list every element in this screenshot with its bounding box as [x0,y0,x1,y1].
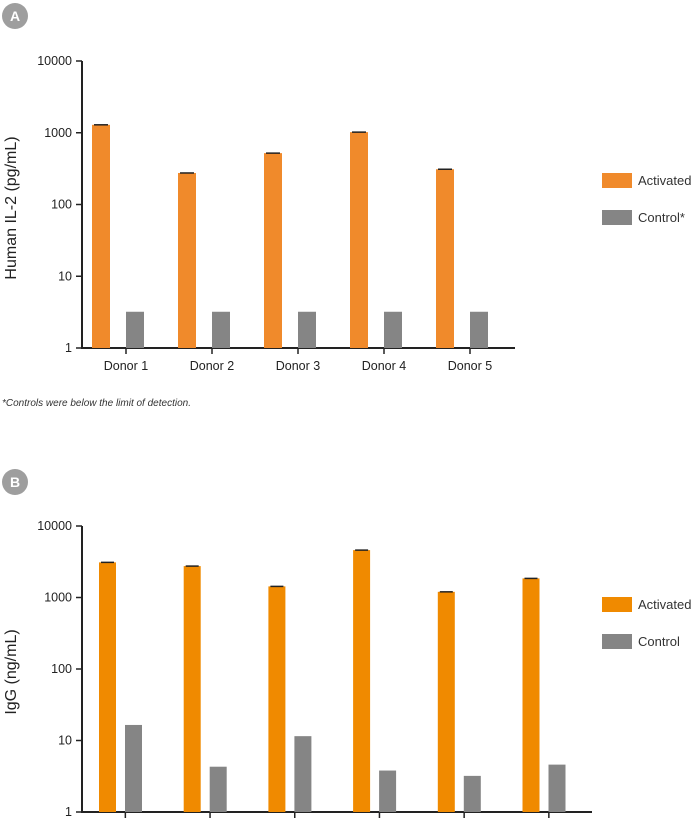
panel-a: A Human IL-2 (pg/mL) 1 10 100 1000 10000 Dono… [2,3,691,409]
panel-a-category-label: Donor 1 [104,359,149,373]
panel-b-y-tick-label: 100 [51,662,72,676]
panel-b-bar-control [379,770,397,812]
panel-b-badge [2,469,28,495]
panel-a-y-tick-label: 100 [51,198,72,212]
panel-a-category-label: Donor 5 [448,359,493,373]
panel-a-badge [2,3,28,29]
panel-b-bar-activated [437,591,455,812]
panel-b-bar-control [548,764,566,812]
panel-a-category-label: Donor 4 [362,359,407,373]
panel-b-y-axis-label: IgG (ng/mL) [3,629,20,714]
panel-b-legend-swatch [602,597,632,612]
panel-b-legend-label: Activated [638,597,691,612]
panel-b-legend-swatch [602,634,632,649]
panel-a-y-tick-label: 1000 [44,126,72,140]
panel-b-y-tick-label: 10 [58,734,72,748]
panel-b-bar-control [463,775,481,812]
panel-a-y-tick-label: 10 [58,269,72,283]
panel-a-y-tick-label: 10000 [37,54,72,68]
panel-b-bar-activated [268,586,286,812]
panel-b-bar-control [209,766,227,812]
panel-a-legend-swatch [602,173,632,188]
panel-b-y-tick-label: 10000 [37,519,72,533]
panel-b-bar-control [294,736,312,812]
panel-a-bar-control [384,311,402,348]
panel-a-bar-control [298,311,316,348]
panel-b-badge-label: B [10,474,20,490]
panel-a-category-label: Donor 3 [276,359,321,373]
panel-a-bar-activated [178,172,196,348]
panel-a-plot: 1 10 100 1000 10000 Donor 1 Donor 2 Donor 3 Dono… [37,54,691,373]
panel-b-bar-activated [522,578,540,812]
panel-a-bar-activated [436,169,454,348]
panel-a-footnote: *Controls were below the limit of detect… [2,398,191,409]
panel-a-category-label: Donor 2 [190,359,235,373]
panel-b-y-tick-label: 1000 [44,591,72,605]
panel-a-bar-control [212,311,230,348]
panel-a-bar-control [126,311,144,348]
panel-b-bar-activated [99,562,116,812]
panel-b-bar-activated [353,550,371,812]
panel-a-legend-label: Control* [638,210,685,225]
panel-b-y-tick-label: 1 [65,805,72,819]
panel-a-bar-control [470,311,488,348]
panel-a-legend-label: Activated [638,173,691,188]
panel-b-legend-label: Control [638,634,680,649]
panel-b-bar-control [125,724,142,812]
panel-a-bar-activated [350,132,368,348]
panel-a-bar-activated [264,153,282,348]
panel-b-bar-activated [183,566,201,812]
panel-a-y-axis-label: Human IL-2 (pg/mL) [3,136,20,279]
panel-a-y-tick-label: 1 [65,341,72,355]
panel-a-legend-swatch [602,210,632,225]
panel-a-bar-activated [92,124,110,348]
panel-a-badge-label: A [10,8,20,24]
